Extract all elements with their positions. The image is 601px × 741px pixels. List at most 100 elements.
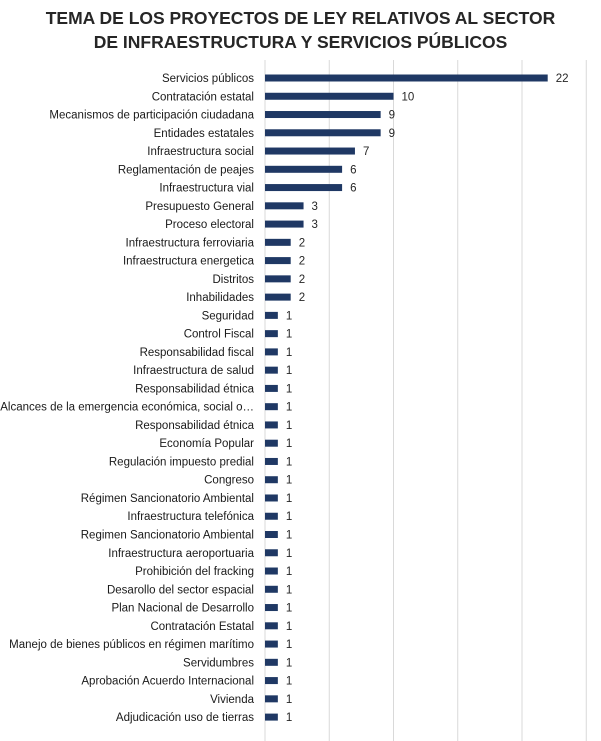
bar-31 — [265, 640, 278, 648]
bar-28 — [265, 585, 278, 593]
bar-4 — [265, 147, 355, 155]
value-label-26: 1 — [286, 548, 292, 560]
category-label-17: Responsabilidad étnica — [135, 383, 255, 395]
value-label-15: 1 — [286, 347, 292, 359]
bar-18 — [265, 403, 278, 411]
bar-21 — [265, 457, 278, 465]
category-label-9: Infraestructura ferroviaria — [126, 237, 255, 249]
bar-22 — [265, 476, 278, 484]
category-label-23: Régimen Sancionatorio Ambiental — [81, 493, 254, 505]
bar-13 — [265, 311, 278, 319]
chart-title-line-2: DE INFRAESTRUCTURA Y SERVICIOS PÚBLICOS — [93, 32, 508, 52]
category-labels: Servicios públicos Contratación estatal Me… — [0, 73, 254, 724]
bar-24 — [265, 512, 278, 520]
value-label-18: 1 — [286, 402, 292, 414]
category-label-3: Entidades estatales — [154, 128, 255, 140]
category-label-15: Responsabilidad fiscal — [140, 347, 254, 359]
value-label-31: 1 — [286, 639, 292, 651]
category-label-32: Servidumbres — [183, 657, 254, 669]
category-label-5: Reglamentación de peajes — [118, 164, 254, 176]
value-label-5: 6 — [350, 164, 356, 176]
category-label-29: Plan Nacional de Desarrollo — [111, 603, 254, 615]
bar-10 — [265, 257, 291, 265]
bar-32 — [265, 658, 278, 666]
value-label-25: 1 — [286, 530, 292, 542]
category-label-21: Regulación impuesto predial — [109, 456, 254, 468]
bar-17 — [265, 384, 278, 392]
value-label-1: 10 — [402, 91, 415, 103]
bar-8 — [265, 220, 304, 228]
value-label-27: 1 — [286, 566, 292, 578]
bar-26 — [265, 549, 278, 557]
bar-0 — [265, 74, 548, 82]
value-label-22: 1 — [286, 475, 292, 487]
category-label-22: Congreso — [204, 475, 254, 487]
value-label-11: 2 — [299, 274, 305, 286]
value-label-14: 1 — [286, 329, 292, 341]
value-label-20: 1 — [286, 438, 292, 450]
bar-33 — [265, 677, 278, 685]
category-label-6: Infraestructura vial — [159, 183, 254, 195]
bar-25 — [265, 531, 278, 538]
bar-5 — [265, 165, 343, 173]
bar-15 — [265, 348, 278, 356]
bar-19 — [265, 421, 278, 429]
bar-9 — [265, 238, 291, 246]
bar-29 — [265, 604, 278, 612]
value-label-17: 1 — [286, 383, 292, 395]
value-label-16: 1 — [286, 365, 292, 377]
bars — [265, 74, 548, 721]
category-label-8: Proceso electoral — [165, 219, 254, 231]
category-label-10: Infraestructura energetica — [123, 256, 255, 268]
bar-14 — [265, 330, 278, 338]
category-label-14: Control Fiscal — [184, 329, 254, 341]
value-label-13: 1 — [286, 310, 292, 322]
value-label-32: 1 — [286, 657, 292, 669]
value-label-12: 2 — [299, 292, 305, 304]
category-label-1: Contratación estatal — [152, 91, 254, 103]
bar-2 — [265, 111, 381, 119]
value-label-19: 1 — [286, 420, 292, 432]
value-label-30: 1 — [286, 621, 292, 633]
category-label-13: Seguridad — [202, 310, 254, 322]
category-label-7: Presupuesto General — [145, 201, 254, 213]
bar-7 — [265, 202, 304, 210]
category-label-18: Alcances de la emergencia económica, soc… — [0, 402, 254, 414]
category-label-12: Inhabilidades — [186, 292, 254, 304]
category-label-0: Servicios públicos — [162, 73, 254, 85]
bar-20 — [265, 439, 278, 447]
gridlines — [264, 60, 587, 741]
category-label-30: Contratación Estatal — [150, 621, 254, 633]
bar-27 — [265, 567, 278, 575]
bar-1 — [265, 92, 394, 100]
category-label-2: Mecanismos de participación ciudadana — [49, 110, 254, 122]
value-label-21: 1 — [286, 456, 292, 468]
value-label-23: 1 — [286, 493, 292, 505]
bar-35 — [265, 713, 278, 721]
chart-title: TEMA DE LOS PROYECTOS DE LEY RELATIVOS A… — [0, 6, 601, 54]
value-label-10: 2 — [299, 256, 305, 268]
bar-16 — [265, 366, 278, 374]
value-label-24: 1 — [286, 511, 292, 523]
category-label-16: Infraestructura de salud — [133, 365, 254, 377]
category-label-19: Responsabilidad étnica — [135, 420, 255, 432]
bar-23 — [265, 494, 278, 502]
category-label-33: Aprobación Acuerdo Internacional — [81, 676, 254, 688]
bar-3 — [265, 129, 381, 137]
category-label-31: Manejo de bienes públicos en régimen mar… — [9, 639, 254, 651]
category-label-24: Infraestructura telefónica — [127, 511, 254, 523]
category-label-11: Distritos — [212, 274, 254, 286]
value-label-0: 22 — [556, 73, 569, 85]
value-label-29: 1 — [286, 603, 292, 615]
chart-title-line-1: TEMA DE LOS PROYECTOS DE LEY RELATIVOS A… — [45, 8, 556, 28]
bar-12 — [265, 293, 291, 301]
bar-30 — [265, 622, 278, 630]
value-label-34: 1 — [286, 694, 292, 706]
value-label-33: 1 — [286, 676, 292, 688]
value-label-6: 6 — [350, 183, 356, 195]
bar-34 — [265, 695, 278, 703]
bar-11 — [265, 275, 291, 283]
value-label-3: 9 — [389, 128, 395, 140]
